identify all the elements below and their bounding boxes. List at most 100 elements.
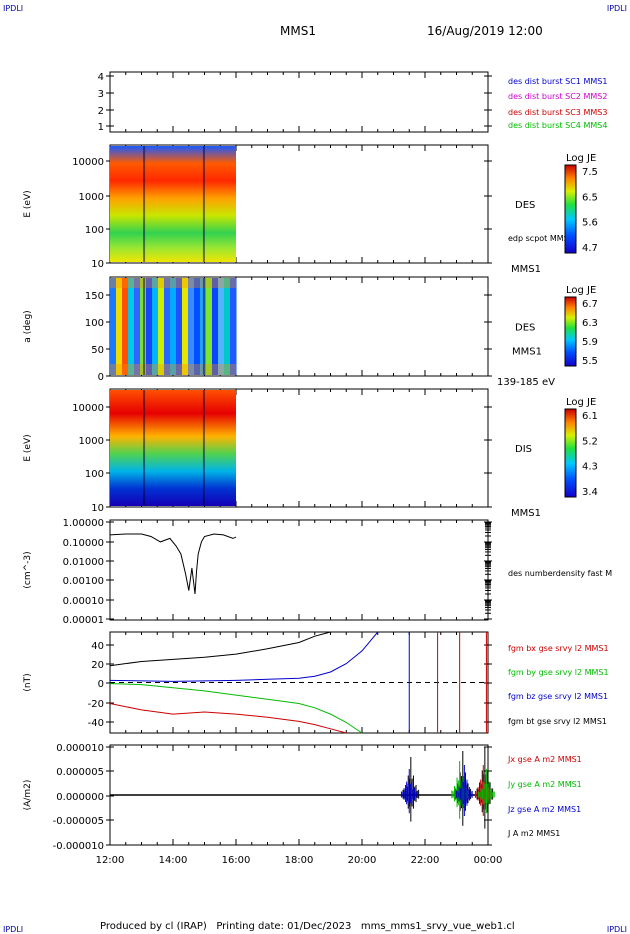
y-axis-label: a (deg) [23,310,33,342]
y-tick-label: 0 [98,679,104,690]
legend-entry: des numberdensity fast M [508,569,612,578]
spectrogram-column [170,278,177,375]
spectrogram-column [188,278,195,375]
y-tick-label: 0.01000 [63,557,104,568]
y-tick-label: 40 [91,641,104,652]
colorbar-tick-label: 6.7 [582,299,598,310]
y-tick-label: 1 [98,122,104,133]
y-tick-label: 50 [91,345,104,356]
colorbar-tick-label: 5.6 [582,218,598,229]
legend-entry: des dist burst SC1 MMS1 [508,77,607,86]
logo-left: IPDLI [3,4,23,13]
y-tick-label: 100 [85,469,104,480]
legend-entry: fgm bx gse srvy l2 MMS1 [508,644,609,653]
y-tick-label: 2 [98,106,104,117]
time-tick-label: 14:00 [159,855,188,866]
y-tick-label: -40 [88,718,104,729]
spectrogram-column [116,278,123,375]
colorbar-title: Log JE [566,397,596,408]
colorbar [564,164,577,254]
time-tick-label: 16:00 [222,855,251,866]
y-axis-label: E (eV) [23,434,33,461]
legend-entry: J A m2 MMS1 [507,829,560,838]
spectrogram-gap [143,390,146,506]
colorbar-tick-label: 4.7 [582,243,598,254]
legend-entry: des dist burst SC2 MMS2 [508,92,607,101]
panel-des_pitch: 150 100 50 0 a (deg) DES MMS1 139-185 eV Log JE 6… [23,276,598,388]
spectrogram-gap [202,390,205,506]
series-line [109,631,379,682]
spacecraft-title: MMS1 [280,24,316,38]
spectrogram-column [206,278,213,375]
y-tick-label: 1000 [79,436,104,447]
spectrogram-gap [202,278,205,375]
y-tick-label: -0.000010 [53,841,104,852]
y-axis-label: (cm^-3) [23,551,33,588]
spectrogram-band [110,278,236,288]
spectrogram-fill [110,390,236,506]
y-tick-label: 100 [85,318,104,329]
spectrogram-column [152,278,159,375]
footer-credit: Produced by cl (IRAP) Printing date: 01/… [100,921,515,932]
panel-label: DES [515,200,535,211]
panel-des_energy: 10000 1000 100 10 E (eV) DES edp scpot MMS1 MMS… [23,144,598,275]
series-line [109,631,331,667]
legend-entry: des dist burst SC3 MMS3 [508,108,607,117]
panel-density: 1.00000 0.10000 0.01000 0.00100 0.00010 0.000… [23,518,612,626]
spectrogram-column [122,278,129,375]
y-tick-label: -0.000005 [53,816,104,827]
datetime-title: 16/Aug/2019 12:00 [427,24,543,38]
colorbar-tick-label: 3.4 [582,487,598,498]
logo-right: IPDLI [607,4,627,13]
legend-entry: fgm by gse srvy l2 MMS1 [508,668,609,677]
spectrogram-column [146,278,153,375]
y-tick-label: 150 [85,291,104,302]
spectrogram-column [194,278,201,375]
panel-sublabel: edp scpot MMS1 [508,234,574,243]
colorbar-tick-label: 5.5 [582,356,598,367]
legend-entry: Jx gse A m2 MMS1 [507,755,582,764]
plot-frame [109,71,489,133]
spectrogram-column [176,278,183,375]
y-tick-label: 0.00010 [63,596,104,607]
colorbar-tick-label: 6.1 [582,411,598,422]
spectrogram-column [128,278,135,375]
spectrogram-column [134,278,141,375]
y-tick-label: 0.00100 [63,576,104,587]
colorbar-tick-label: 6.3 [582,318,598,329]
panel-fgm: 40 20 0 -20 -40 (nT) fgm bx gse srvy l2 MMS1 fg… [23,631,609,734]
y-tick-label: 4 [98,72,104,83]
y-tick-label: 100 [85,225,104,236]
y-tick-label: 1000 [79,192,104,203]
panel-dis_energy: 10000 1000 100 10 E (eV) DIS MMS1 Log JE 6.1 5.2 4… [23,388,598,519]
y-tick-label: 20 [91,660,104,671]
panel-bottom-label: MMS1 [511,508,541,519]
y-tick-label: -20 [88,699,104,710]
panel-sublabel: MMS1 [512,347,542,358]
colorbar-title: Log JE [566,153,596,164]
spectrogram-band [110,364,236,375]
panel-label: DES [515,323,535,334]
spectrogram-column [224,278,231,375]
y-tick-label: 3 [98,89,104,100]
legend-entry: fgm bz gse srvy l2 MMS1 [508,692,608,701]
y-tick-label: 10 [91,503,104,514]
y-tick-label: 0.000000 [56,792,104,803]
spectrogram-gap [143,146,146,262]
y-tick-label: 0.000010 [56,743,104,754]
colorbar-tick-label: 4.3 [582,462,598,473]
footer-logo-left: IPDLI [3,925,23,934]
series-line [109,683,363,734]
time-tick-label: 12:00 [96,855,125,866]
colorbar [564,296,577,367]
time-tick-label: 00:00 [474,855,503,866]
panel-bottom-label: MMS1 [511,264,541,275]
time-tick-label: 18:00 [285,855,314,866]
y-tick-label: 1.00000 [63,518,104,529]
panel-current: 0.000010 0.000005 0.000000 -0.000005 -0.0000… [23,743,582,852]
spectrogram-fill [110,146,236,262]
y-axis-label: (A/m2) [23,780,33,811]
y-axis-label: (nT) [23,673,33,691]
colorbar [564,408,577,498]
